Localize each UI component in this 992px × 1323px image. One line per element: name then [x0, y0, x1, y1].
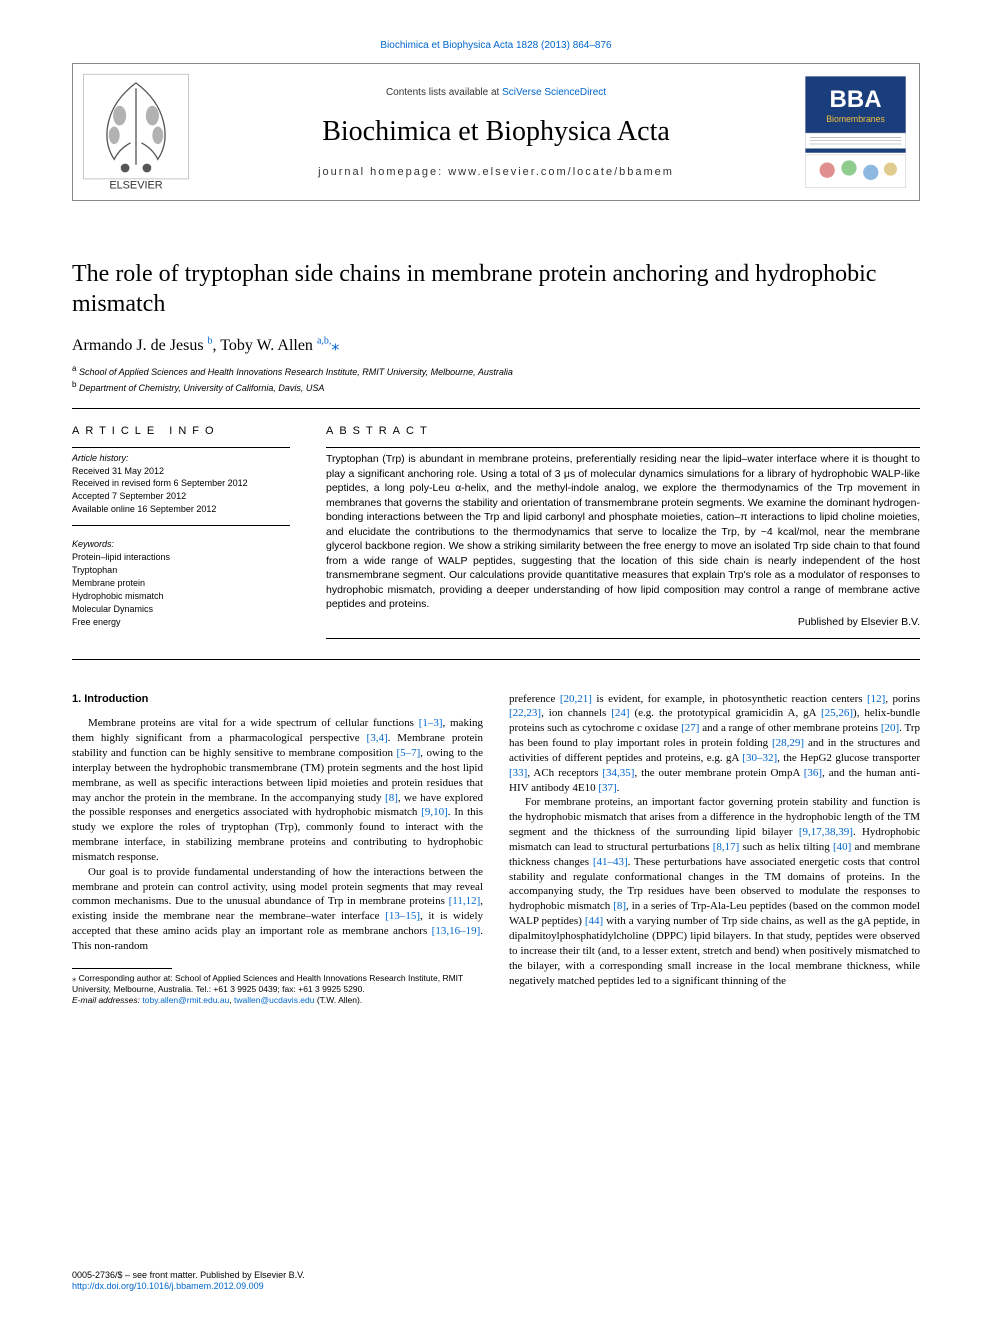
- authors: Armando J. de Jesus b, Toby W. Allen a,b…: [72, 335, 920, 355]
- abstract-text: Tryptophan (Trp) is abundant in membrane…: [326, 452, 920, 611]
- section-heading-intro: 1. Introduction: [72, 692, 483, 707]
- svg-text:BBA: BBA: [830, 86, 882, 113]
- article-info-block: article info Article history: Received 3…: [72, 425, 290, 642]
- publisher-line: Published by Elsevier B.V.: [326, 616, 920, 628]
- author-1[interactable]: Armando J. de Jesus b: [72, 337, 213, 354]
- ref-link[interactable]: [40]: [833, 841, 851, 853]
- affiliations: a School of Applied Sciences and Health …: [72, 363, 920, 394]
- top-citation[interactable]: Biochimica et Biophysica Acta 1828 (2013…: [72, 40, 920, 51]
- keyword: Free energy: [72, 616, 290, 629]
- ref-link[interactable]: [9,17,38,39]: [799, 826, 853, 838]
- email-link[interactable]: twallen@ucdavis.edu: [234, 995, 314, 1005]
- body-paragraph: preference [20,21] is evident, for examp…: [509, 692, 920, 796]
- ref-link[interactable]: [13–15]: [385, 910, 420, 922]
- ref-link[interactable]: [20,21]: [560, 693, 592, 705]
- ref-link[interactable]: [12]: [867, 693, 885, 705]
- sciencedirect-link[interactable]: SciVerse ScienceDirect: [502, 87, 606, 98]
- abstract-block: abstract Tryptophan (Trp) is abundant in…: [326, 425, 920, 642]
- body-paragraph: For membrane proteins, an important fact…: [509, 795, 920, 988]
- ref-link[interactable]: [22,23]: [509, 707, 541, 719]
- bba-logo[interactable]: BBA Biomembranes: [801, 72, 911, 192]
- body-paragraph: Our goal is to provide fundamental under…: [72, 865, 483, 954]
- ref-link[interactable]: [8,17]: [713, 841, 740, 853]
- article-info-heading: article info: [72, 425, 290, 437]
- body-column-right: preference [20,21] is evident, for examp…: [509, 692, 920, 1006]
- elsevier-logo[interactable]: ELSEVIER: [81, 72, 191, 192]
- ref-link[interactable]: [37]: [598, 782, 616, 794]
- ref-link[interactable]: [11,12]: [449, 895, 481, 907]
- ref-link[interactable]: [30–32]: [742, 752, 777, 764]
- ref-link[interactable]: [20]: [881, 722, 899, 734]
- ref-link[interactable]: [1–3]: [419, 717, 443, 729]
- history-online: Available online 16 September 2012: [72, 503, 290, 516]
- email-footnote: E-mail addresses: toby.allen@rmit.edu.au…: [72, 995, 483, 1006]
- ref-link[interactable]: [9,10]: [421, 806, 448, 818]
- corresponding-footnote: ⁎ Corresponding author at: School of App…: [72, 973, 483, 995]
- ref-link[interactable]: [36]: [804, 767, 822, 779]
- article-title: The role of tryptophan side chains in me…: [72, 259, 920, 319]
- keyword: Molecular Dynamics: [72, 603, 290, 616]
- ref-link[interactable]: [41–43]: [593, 856, 628, 868]
- keyword: Protein–lipid interactions: [72, 551, 290, 564]
- ref-link[interactable]: [3,4]: [367, 732, 388, 744]
- ref-link[interactable]: [13,16–19]: [432, 925, 481, 937]
- journal-homepage[interactable]: journal homepage: www.elsevier.com/locat…: [191, 166, 801, 178]
- history-revised: Received in revised form 6 September 201…: [72, 477, 290, 490]
- corresponding-star-icon[interactable]: ⁎: [331, 337, 339, 354]
- footer-copyright: 0005-2736/$ – see front matter. Publishe…: [72, 1270, 305, 1282]
- ref-link[interactable]: [44]: [585, 915, 603, 927]
- author-2[interactable]: Toby W. Allen a,b,⁎: [220, 337, 339, 354]
- doi-link[interactable]: http://dx.doi.org/10.1016/j.bbamem.2012.…: [72, 1281, 264, 1291]
- keywords-label: Keywords:: [72, 538, 290, 551]
- footnote-separator: [72, 968, 172, 969]
- ref-link[interactable]: [27]: [681, 722, 699, 734]
- ref-link[interactable]: [5–7]: [396, 747, 420, 759]
- contents-line: Contents lists available at SciVerse Sci…: [191, 87, 801, 98]
- ref-link[interactable]: [24]: [611, 707, 629, 719]
- history-received: Received 31 May 2012: [72, 465, 290, 478]
- article-history-label: Article history:: [72, 452, 290, 465]
- keyword: Tryptophan: [72, 564, 290, 577]
- ref-link[interactable]: [8]: [613, 900, 626, 912]
- body-column-left: 1. Introduction Membrane proteins are vi…: [72, 692, 483, 1006]
- elsevier-text: ELSEVIER: [109, 180, 162, 192]
- footer: 0005-2736/$ – see front matter. Publishe…: [72, 1270, 305, 1293]
- divider: [72, 408, 920, 409]
- ref-link[interactable]: [8]: [385, 792, 398, 804]
- abstract-heading: abstract: [326, 425, 920, 437]
- keyword: Membrane protein: [72, 577, 290, 590]
- ref-link[interactable]: [28,29]: [772, 737, 804, 749]
- history-accepted: Accepted 7 September 2012: [72, 490, 290, 503]
- ref-link[interactable]: [33]: [509, 767, 527, 779]
- body-paragraph: Membrane proteins are vital for a wide s…: [72, 716, 483, 864]
- journal-header: ELSEVIER Contents lists available at Sci…: [72, 63, 920, 201]
- divider: [72, 659, 920, 660]
- ref-link[interactable]: [34,35]: [602, 767, 634, 779]
- email-link[interactable]: toby.allen@rmit.edu.au: [142, 995, 229, 1005]
- ref-link[interactable]: [25,26]: [821, 707, 853, 719]
- journal-name: Biochimica et Biophysica Acta: [191, 116, 801, 148]
- svg-text:Biomembranes: Biomembranes: [827, 114, 886, 124]
- keyword: Hydrophobic mismatch: [72, 590, 290, 603]
